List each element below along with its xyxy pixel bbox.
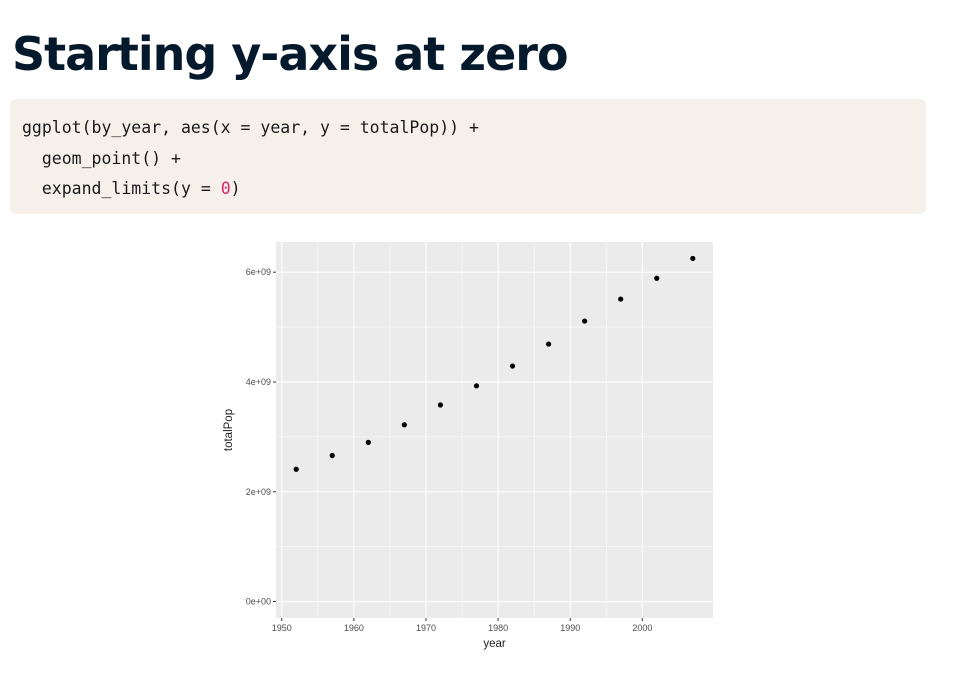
y-axis: 0e+00 2e+09 4e+09 6e+09	[246, 267, 276, 607]
x-tick-label: 2000	[632, 623, 652, 633]
y-tick-label: 6e+09	[246, 267, 271, 277]
data-point	[509, 363, 516, 369]
data-point	[437, 402, 444, 408]
x-tick-label: 1970	[416, 623, 436, 633]
code-block: ggplot(by_year, aes(x = year, y = totalP…	[10, 99, 926, 214]
data-point	[473, 383, 480, 389]
x-tick-label: 1990	[560, 623, 580, 633]
x-tick-label: 1980	[488, 623, 508, 633]
code-text: ggplot(by_year, aes(x = year, y = totalP…	[22, 118, 479, 137]
data-point	[582, 318, 588, 324]
data-points	[293, 255, 696, 472]
major-gridlines	[276, 242, 713, 618]
code-text: geom_point() +	[41, 148, 181, 168]
code-text: expand_limits(y =	[41, 179, 221, 198]
y-tick-label: 4e+09	[246, 377, 271, 387]
code-indent	[22, 179, 42, 198]
code-text: )	[230, 179, 241, 198]
x-axis: 1950 1960 1970 1980 1990 2000	[272, 618, 652, 633]
minor-gridlines	[276, 242, 713, 618]
y-tick-label: 2e+09	[246, 487, 271, 497]
x-tick-label: 1950	[272, 623, 292, 633]
data-point	[654, 275, 660, 281]
code-line-expand-limits: expand_limits(y = 0)	[22, 174, 914, 205]
data-point	[690, 255, 696, 262]
data-point	[365, 439, 371, 445]
y-tick-label: 0e+00	[246, 597, 271, 607]
code-line-ggplot: ggplot(by_year, aes(x = year, y = totalP…	[22, 113, 914, 144]
scatter-plot-svg: 0e+00 2e+09 4e+09 6e+09 1950 1960 1970 1980 199…	[223, 242, 713, 650]
scatter-plot: 0e+00 2e+09 4e+09 6e+09 1950 1960 1970 1980 199…	[210, 236, 730, 656]
data-point	[545, 341, 552, 347]
x-tick-label: 1960	[344, 623, 364, 633]
y-axis-title: totalPop	[223, 409, 235, 451]
code-line-geom-point: geom_point() +	[22, 144, 914, 175]
slide-title: Starting y-axis at zero	[12, 27, 569, 81]
x-axis-title: year	[483, 638, 506, 650]
data-point	[401, 422, 407, 428]
code-indent	[22, 149, 42, 168]
code-number-literal: 0	[220, 179, 231, 198]
data-point	[329, 452, 335, 459]
plot-panel	[276, 242, 713, 618]
data-point	[293, 466, 299, 472]
data-point	[618, 296, 624, 302]
